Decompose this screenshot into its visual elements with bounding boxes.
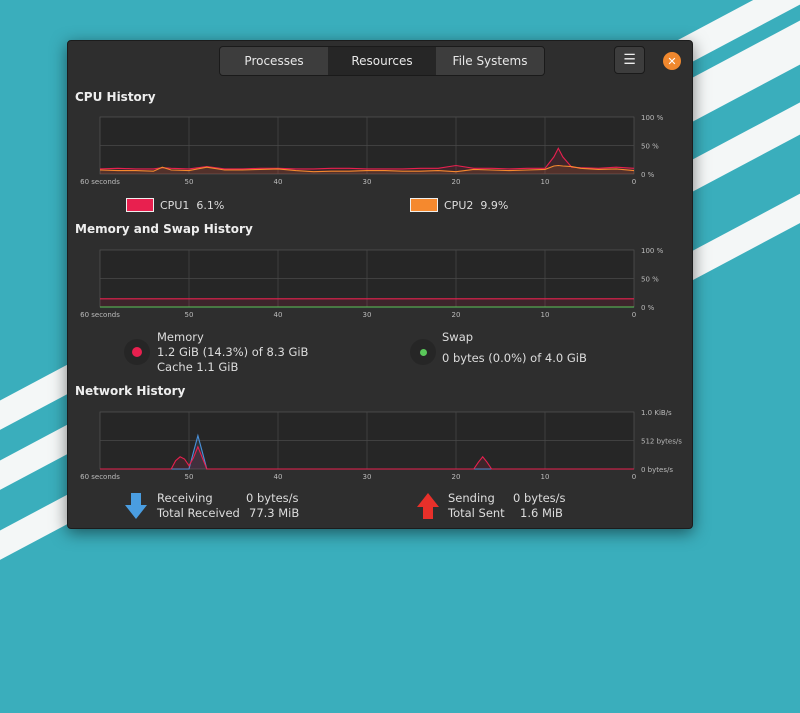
cpu1-value: 6.1% [196,198,225,212]
cpu2-legend: CPU2 9.9% [410,198,508,212]
mem-x-tick: 20 [452,311,461,319]
total-received-value: 77.3 MiB [249,506,300,520]
net-x-tick: 40 [274,473,283,481]
net-x-tick: 60 seconds [80,473,120,481]
tab-resources[interactable]: Resources [328,47,436,75]
view-switcher: Processes Resources File Systems [219,46,545,76]
cpu-x-tick: 20 [452,178,461,186]
memory-usage: 1.2 GiB (14.3%) of 8.3 GiB [157,345,309,359]
memory-history-title: Memory and Swap History [75,222,253,236]
cpu2-label: CPU2 [444,198,474,212]
receiving-value: 0 bytes/s [246,491,299,505]
cpu-x-tick: 50 [185,178,194,186]
cpu-y-tick: 0 % [641,171,655,179]
net-x-tick: 10 [541,473,550,481]
swap-label: Swap [442,330,474,344]
menu-button[interactable]: ☰ [614,46,645,74]
net-x-tick: 30 [363,473,372,481]
mem-x-tick: 50 [185,311,194,319]
memory-label: Memory [157,330,204,344]
cpu2-color-swatch[interactable] [410,198,438,212]
cpu-series-cpu1-line [99,147,635,170]
receiving-info: Receiving 0 bytes/s Total Received 77.3 Mi… [157,491,299,521]
cpu-x-tick: 30 [363,178,372,186]
net-x-tick: 50 [185,473,194,481]
mem-y-tick: 100 % [641,247,664,255]
memory-cache: Cache 1.1 GiB [157,360,239,374]
system-monitor-window: Processes Resources File Systems ☰ ✕ CPU… [67,40,693,529]
swap-info: Swap 0 bytes (0.0%) of 4.0 GiB [442,330,587,366]
close-icon: ✕ [667,54,677,68]
network-history-title: Network History [75,384,186,398]
net-series-receiving-line [100,433,634,470]
swap-usage: 0 bytes (0.0%) of 4.0 GiB [442,351,587,365]
cpu-x-tick: 60 seconds [80,178,120,186]
upload-arrow-icon [417,493,439,519]
hamburger-menu-icon: ☰ [623,52,636,68]
cpu-x-tick: 0 [632,178,636,186]
sending-info: Sending 0 bytes/s Total Sent 1.6 MiB [448,491,566,521]
cpu-series-cpu2-line [99,164,635,173]
tab-processes[interactable]: Processes [220,47,328,75]
mem-x-tick: 60 seconds [80,311,120,319]
total-received-label: Total Received [157,506,240,520]
swap-pie-icon [410,339,436,365]
cpu1-color-swatch[interactable] [126,198,154,212]
mem-x-tick: 30 [363,311,372,319]
mem-x-tick: 10 [541,311,550,319]
total-sent-label: Total Sent [448,506,505,520]
total-sent-value: 1.6 MiB [520,506,563,520]
mem-x-tick: 40 [274,311,283,319]
cpu-x-tick: 40 [274,178,283,186]
net-y-tick: 0 bytes/s [641,466,673,474]
mem-series-fill [100,298,634,307]
close-button[interactable]: ✕ [663,52,681,70]
receiving-label: Receiving [157,491,213,505]
mem-y-tick: 0 % [641,304,655,312]
sending-value: 0 bytes/s [513,491,566,505]
cpu-history-title: CPU History [75,90,156,104]
cpu1-label: CPU1 [160,198,190,212]
net-x-tick: 20 [452,473,461,481]
download-arrow-icon [125,493,147,519]
net-x-tick: 0 [632,473,636,481]
cpu-series-fill [100,165,634,174]
tab-file-systems[interactable]: File Systems [436,47,544,75]
cpu-y-tick: 50 % [641,143,659,151]
net-y-tick: 1.0 KiB/s [641,409,672,417]
mem-x-tick: 0 [632,311,636,319]
cpu-x-tick: 10 [541,178,550,186]
cpu1-legend: CPU1 6.1% [126,198,224,212]
cpu2-value: 9.9% [480,198,509,212]
memory-info: Memory 1.2 GiB (14.3%) of 8.3 GiB Cache … [157,330,308,375]
sending-label: Sending [448,491,495,505]
net-series-sending-line [100,445,634,470]
net-y-tick: 512 bytes/s [641,438,682,446]
mem-y-tick: 50 % [641,276,659,284]
cpu-y-tick: 100 % [641,114,664,122]
memory-pie-icon [124,339,150,365]
